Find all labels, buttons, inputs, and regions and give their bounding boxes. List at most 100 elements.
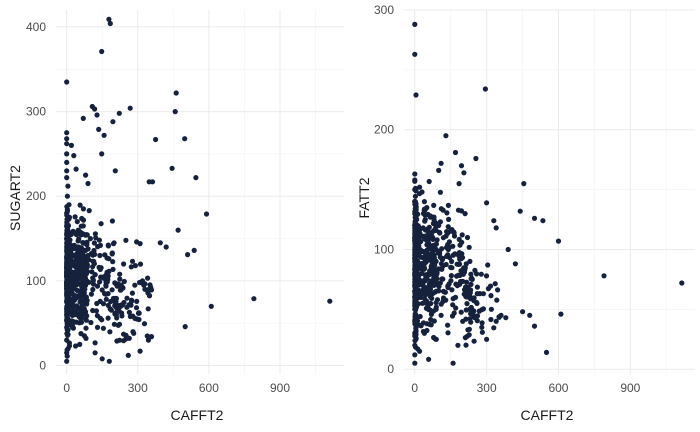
data-point [431,217,437,223]
data-point [492,281,498,287]
data-point [428,294,434,300]
data-point [452,251,458,257]
data-point [466,326,472,332]
data-point [124,295,130,301]
data-point [412,21,418,27]
data-point [64,347,70,353]
x-tick-label: 300 [477,381,497,395]
data-point [127,313,133,320]
data-point [417,184,423,190]
data-point [454,273,460,279]
data-point [64,327,70,333]
data-point [488,316,494,323]
data-point [64,233,70,239]
data-point [78,314,84,320]
data-point [97,252,103,259]
data-point [141,321,148,327]
data-point [413,188,419,194]
data-point [421,206,428,212]
data-point [419,262,425,268]
data-point [64,159,70,165]
data-point [69,273,75,279]
data-point [440,235,446,241]
data-point [450,302,456,308]
data-point [64,212,70,218]
data-point [483,273,490,279]
y-tick-label: 100 [26,274,46,288]
data-point [92,251,98,257]
data-point [129,297,135,303]
data-point [480,306,486,312]
data-point [110,119,116,125]
data-point [112,280,118,286]
data-point [124,335,130,341]
data-point [116,303,122,309]
data-point [105,315,111,321]
data-point [80,206,86,212]
data-point [163,244,169,250]
y-tick-label: 100 [374,242,394,256]
data-point [491,325,497,331]
data-point [94,313,100,319]
data-point [446,216,452,222]
data-point [77,282,84,288]
data-point [517,208,523,214]
data-point [148,334,155,340]
data-point [71,153,77,159]
data-point [531,323,538,329]
data-point [434,237,440,243]
data-point [119,310,125,316]
data-point [94,112,100,118]
data-point [436,167,442,173]
data-point [65,183,71,189]
data-point [456,250,462,256]
data-point [412,360,418,366]
data-point [412,265,418,271]
data-point [169,165,175,171]
data-point [182,324,188,330]
data-point [135,310,142,316]
data-point [413,282,419,288]
data-point [520,309,526,315]
y-tick-label: 300 [26,105,46,119]
data-point [121,278,127,285]
data-point [424,236,430,242]
data-point [65,287,71,293]
data-point [80,248,87,254]
data-point [445,202,451,208]
data-point [117,276,123,282]
data-point [488,306,494,312]
data-point [491,218,497,224]
y-tick-label: 400 [26,20,46,34]
data-point [106,268,112,274]
data-point [153,136,159,143]
data-point [99,287,105,293]
data-point [449,287,455,293]
data-point [457,242,463,248]
data-point [97,298,103,304]
data-point [100,275,107,281]
data-point [74,287,80,293]
data-point [527,312,533,318]
data-point [117,271,123,277]
data-point [412,193,418,199]
data-point [77,291,84,297]
data-point [422,218,428,224]
data-point [438,160,444,166]
data-point [413,344,419,350]
data-point [422,212,428,218]
data-point [443,133,449,139]
data-point [251,296,257,302]
data-point [105,243,111,249]
data-point [412,333,418,339]
data-point [430,236,436,242]
data-point [479,320,485,326]
data-point [64,204,70,210]
data-point [182,136,188,142]
data-point [555,238,562,244]
data-point [109,251,115,257]
data-point [472,267,478,273]
data-point [485,262,491,268]
data-point [428,245,434,251]
data-point [474,318,480,324]
